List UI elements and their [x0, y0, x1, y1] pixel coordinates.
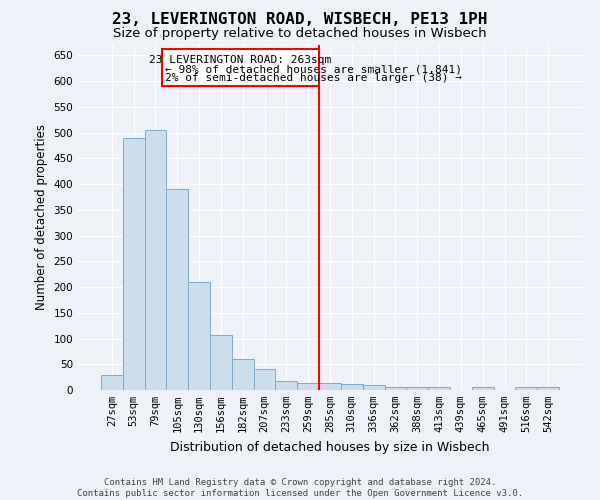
Bar — [428, 388, 450, 390]
Text: ← 98% of detached houses are smaller (1,841): ← 98% of detached houses are smaller (1,… — [165, 64, 462, 74]
Bar — [385, 388, 406, 390]
Bar — [254, 370, 275, 390]
Bar — [406, 388, 428, 390]
Bar — [319, 384, 341, 390]
FancyBboxPatch shape — [162, 48, 319, 86]
Bar — [341, 384, 363, 390]
Text: 2% of semi-detached houses are larger (38) →: 2% of semi-detached houses are larger (3… — [165, 73, 462, 83]
Bar — [166, 189, 188, 390]
Bar — [145, 130, 166, 390]
X-axis label: Distribution of detached houses by size in Wisbech: Distribution of detached houses by size … — [170, 440, 490, 454]
Bar — [275, 380, 297, 390]
Bar — [472, 388, 494, 390]
Bar — [515, 388, 537, 390]
Bar — [363, 386, 385, 390]
Bar — [537, 388, 559, 390]
Text: Contains HM Land Registry data © Crown copyright and database right 2024.
Contai: Contains HM Land Registry data © Crown c… — [77, 478, 523, 498]
Text: 23 LEVERINGTON ROAD: 263sqm: 23 LEVERINGTON ROAD: 263sqm — [149, 55, 332, 65]
Y-axis label: Number of detached properties: Number of detached properties — [35, 124, 48, 310]
Text: 23, LEVERINGTON ROAD, WISBECH, PE13 1PH: 23, LEVERINGTON ROAD, WISBECH, PE13 1PH — [112, 12, 488, 28]
Text: Size of property relative to detached houses in Wisbech: Size of property relative to detached ho… — [113, 28, 487, 40]
Bar — [188, 282, 210, 390]
Bar — [123, 138, 145, 390]
Bar — [297, 383, 319, 390]
Bar — [210, 335, 232, 390]
Bar — [232, 359, 254, 390]
Bar — [101, 374, 123, 390]
